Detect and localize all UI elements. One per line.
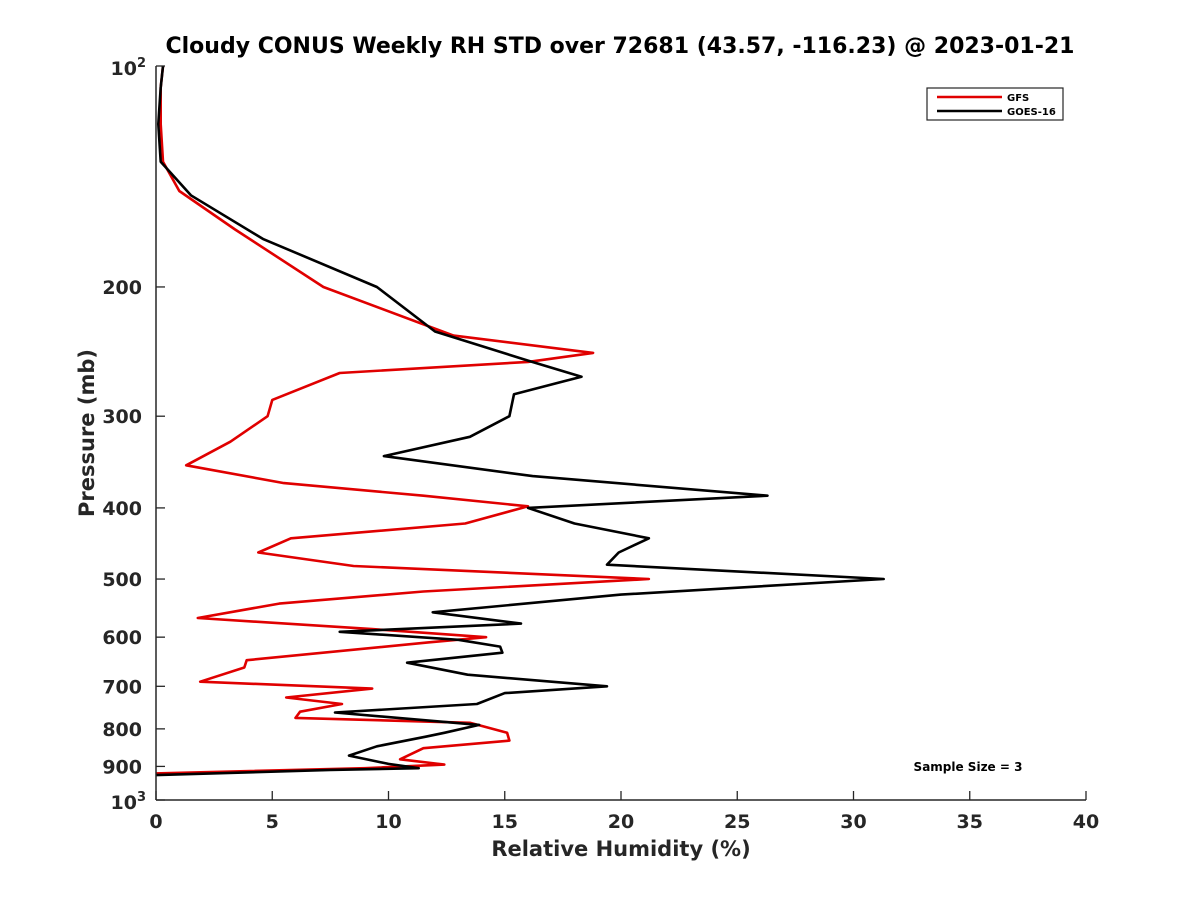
x-tick-label: 20 [608,811,634,833]
x-tick-label: 10 [375,811,401,833]
legend: GFS GOES-16 [926,87,1064,121]
y-axis-label: Pressure (mb) [75,349,99,517]
legend-label: GFS [1007,93,1029,104]
x-tick-label: 40 [1073,811,1099,833]
legend-box [926,87,1064,121]
x-tick-label: 5 [266,811,279,833]
y-tick-label: 300 [102,406,142,428]
series-group [155,65,886,777]
y-tick-label-bottom: 103 [111,790,147,814]
y-tick-label: 800 [102,719,142,741]
y-tick-label: 200 [102,277,142,299]
x-tick-label: 25 [724,811,750,833]
y-tick-label-top: 102 [111,56,147,80]
x-ticks: 0 5 10 15 20 25 30 35 40 [149,791,1099,833]
x-tick-label: 15 [492,811,518,833]
series-line-gfs [155,65,651,775]
y-tick-label: 600 [102,627,142,649]
y-tick-label: 900 [102,756,142,778]
chart-title: Cloudy CONUS Weekly RH STD over 72681 (4… [166,34,1075,59]
axes [155,66,1086,801]
x-tick-label: 35 [957,811,983,833]
y-tick-label: 500 [102,569,142,591]
series-line-goes-16 [155,65,886,777]
y-tick-label: 700 [102,676,142,698]
legend-label: GOES-16 [1007,107,1056,118]
y-ticks: 200 300 400 500 600 700 800 900 102 103 [102,56,165,814]
sample-size-annotation: Sample Size = 3 [914,760,1023,774]
y-tick-label: 400 [102,498,142,520]
x-tick-label: 0 [149,811,162,833]
x-tick-label: 30 [840,811,866,833]
x-axis-label: Relative Humidity (%) [491,837,750,861]
